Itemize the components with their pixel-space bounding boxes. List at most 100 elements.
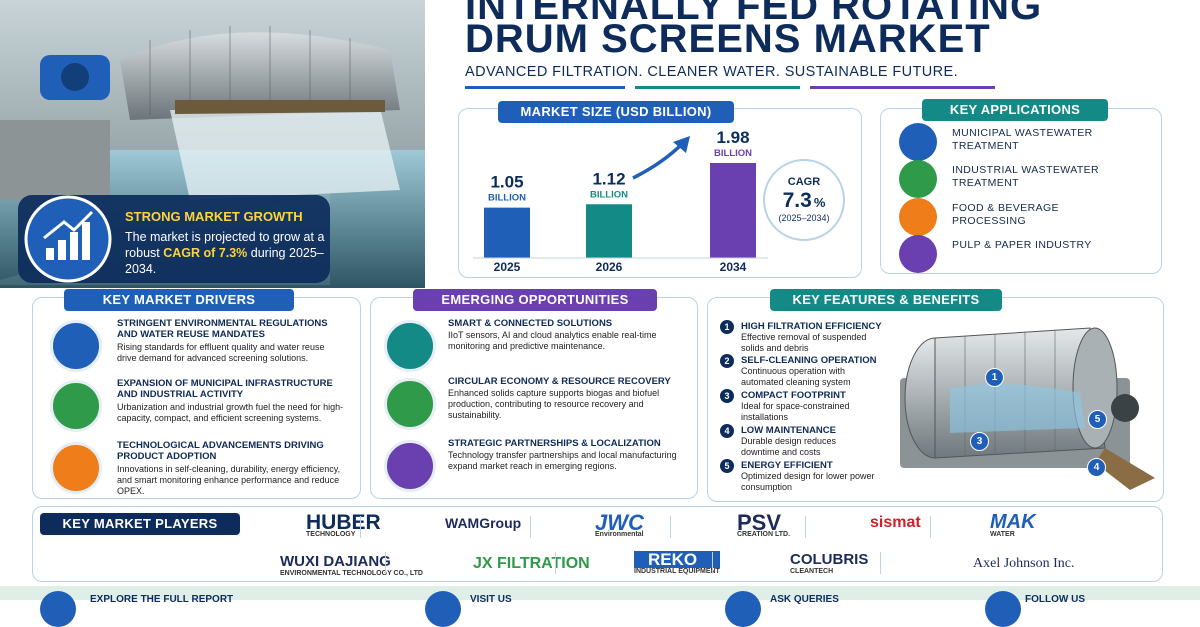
player-logo: MAK WATER bbox=[990, 511, 1036, 539]
feature-text: Durable design reduces downtime and cost… bbox=[741, 436, 837, 457]
value-unit: BILLION bbox=[714, 148, 752, 159]
drivers-icon bbox=[50, 442, 102, 494]
x-tick-label: 2025 bbox=[494, 260, 521, 274]
value-unit: BILLION bbox=[590, 189, 628, 200]
player-logo: JX FILTRATION bbox=[473, 555, 590, 572]
player-subtitle: WATER bbox=[990, 531, 1015, 538]
opportunities-icon bbox=[384, 440, 436, 492]
logo-separator bbox=[360, 516, 361, 538]
feature-heading: COMPACT FOOTPRINT bbox=[741, 390, 846, 401]
title-line-2: DRUM SCREENS MARKET bbox=[465, 17, 991, 61]
opportunities-text: IIoT sensors, AI and cloud analytics ena… bbox=[448, 330, 657, 351]
x-tick-label: 2034 bbox=[720, 260, 747, 274]
player-name: Axel Johnson Inc. bbox=[973, 556, 1075, 571]
feature-callout: 1 bbox=[985, 368, 1004, 387]
application-icon bbox=[899, 235, 937, 273]
opportunities-text: Enhanced solids capture supports biogas … bbox=[448, 388, 660, 420]
drivers-text: Rising standards for effluent quality an… bbox=[117, 342, 325, 363]
drivers-text: Innovations in self-cleaning, durability… bbox=[117, 464, 341, 496]
opportunities-icon bbox=[384, 378, 436, 430]
logo-separator bbox=[930, 516, 931, 538]
opportunities-text: Technology transfer partnerships and loc… bbox=[448, 450, 677, 471]
application-text: FOOD & BEVERAGE PROCESSING bbox=[952, 202, 1059, 227]
drivers-icon bbox=[50, 380, 102, 432]
players-title: KEY MARKET PLAYERS bbox=[40, 513, 240, 535]
application-icon bbox=[899, 160, 937, 198]
application-text: PULP & PAPER INDUSTRY bbox=[952, 239, 1092, 251]
features-title: KEY FEATURES & BENEFITS bbox=[770, 289, 1002, 311]
player-subtitle: ENVIRONMENTAL TECHNOLOGY CO., LTD bbox=[280, 570, 423, 577]
footer-icon bbox=[725, 591, 761, 627]
footer-icon bbox=[40, 591, 76, 627]
cagr-number: 7.3 bbox=[783, 189, 812, 212]
tagline-rule bbox=[810, 86, 995, 89]
logo-separator bbox=[555, 552, 556, 574]
feature-number: 5 bbox=[720, 459, 734, 473]
tagline: ADVANCED FILTRATION. CLEANER WATER. SUST… bbox=[465, 64, 959, 80]
player-subtitle: INDUSTRIAL EQUIPMENT bbox=[634, 568, 720, 575]
feature-number: 2 bbox=[720, 354, 734, 368]
player-subtitle: CREATION LTD. bbox=[737, 531, 791, 538]
x-tick-label: 2026 bbox=[596, 260, 623, 274]
drivers-heading: STRINGENT ENVIRONMENTAL REGULATIONS AND … bbox=[117, 318, 328, 340]
growth-highlight: CAGR of 7.3% bbox=[163, 246, 248, 260]
feature-callout: 4 bbox=[1087, 458, 1106, 477]
feature-number: 1 bbox=[720, 320, 734, 334]
growth-text: The market is projected to grow at a rob… bbox=[125, 229, 325, 277]
opportunities-heading: CIRCULAR ECONOMY & RESOURCE RECOVERY bbox=[448, 376, 671, 387]
player-logo: sismat bbox=[870, 514, 921, 531]
market-size-title: MARKET SIZE (USD BILLION) bbox=[498, 101, 734, 123]
drivers-heading: TECHNOLOGICAL ADVANCEMENTS DRIVING PRODU… bbox=[117, 440, 324, 462]
applications-title: KEY APPLICATIONS bbox=[922, 99, 1108, 121]
market-size-chart: 1.05BILLION20251.12BILLION20261.98BILLIO… bbox=[473, 128, 845, 274]
application-icon bbox=[899, 198, 937, 236]
player-subtitle: Environmental bbox=[595, 531, 644, 538]
logo-separator bbox=[805, 516, 806, 538]
player-subtitle: CLEANTECH bbox=[790, 568, 834, 575]
player-logo: REKO INDUSTRIAL EQUIPMENT bbox=[634, 551, 720, 576]
application-text: MUNICIPAL WASTEWATER TREATMENT bbox=[952, 127, 1093, 152]
feature-number: 4 bbox=[720, 424, 734, 438]
value-label: 1.98 bbox=[716, 128, 749, 147]
feature-heading: LOW MAINTENANCE bbox=[741, 425, 836, 436]
growth-title: STRONG MARKET GROWTH bbox=[125, 209, 303, 224]
feature-heading: SELF-CLEANING OPERATION bbox=[741, 355, 877, 366]
player-name: WUXI DAJIANG bbox=[280, 553, 391, 570]
feature-heading: ENERGY EFFICIENT bbox=[741, 460, 833, 471]
player-logo: PSV CREATION LTD. bbox=[737, 512, 791, 539]
tagline-rule bbox=[465, 86, 625, 89]
value-unit: BILLION bbox=[488, 193, 526, 204]
feature-text: Ideal for space-constrained installation… bbox=[741, 401, 850, 422]
player-name: JX FILTRATION bbox=[473, 555, 590, 572]
application-text: INDUSTRIAL WASTEWATER TREATMENT bbox=[952, 164, 1100, 189]
drivers-heading: EXPANSION OF MUNICIPAL INFRASTRUCTURE AN… bbox=[117, 378, 333, 400]
title-line-1: INTERNALLY FED ROTATING bbox=[465, 0, 1043, 28]
growth-text-end: during 2025–2034. bbox=[125, 246, 324, 276]
player-logo: COLUBRIS CLEANTECH bbox=[790, 551, 868, 576]
player-name: COLUBRIS bbox=[790, 551, 869, 568]
tagline-rule bbox=[635, 86, 800, 89]
player-logo: JWC Environmental bbox=[595, 510, 644, 539]
player-logo: WAMGroup bbox=[445, 515, 521, 532]
drivers-title: KEY MARKET DRIVERS bbox=[64, 289, 294, 311]
cagr-value: 7.3% bbox=[783, 189, 826, 212]
logo-separator bbox=[530, 516, 531, 538]
player-name: MAK bbox=[990, 511, 1036, 533]
value-label: 1.05 bbox=[490, 173, 523, 192]
footer-icon bbox=[985, 591, 1021, 627]
bar bbox=[710, 163, 756, 258]
player-name: JWC bbox=[595, 510, 644, 535]
player-name: WAMGroup bbox=[445, 515, 522, 531]
opportunities-heading: SMART & CONNECTED SOLUTIONS bbox=[448, 318, 613, 329]
drivers-text: Urbanization and industrial growth fuel … bbox=[117, 402, 344, 423]
cagr-label: CAGR bbox=[788, 176, 820, 188]
bar bbox=[484, 207, 530, 258]
cagr-badge bbox=[763, 159, 845, 241]
logo-separator bbox=[712, 552, 713, 574]
cagr-period: (2025–2034) bbox=[778, 213, 829, 223]
cagr-unit: % bbox=[814, 195, 826, 210]
feature-callout: 3 bbox=[970, 432, 989, 451]
growth-arrow bbox=[632, 141, 685, 180]
player-logo: HUBER TECHNOLOGY bbox=[306, 512, 381, 539]
